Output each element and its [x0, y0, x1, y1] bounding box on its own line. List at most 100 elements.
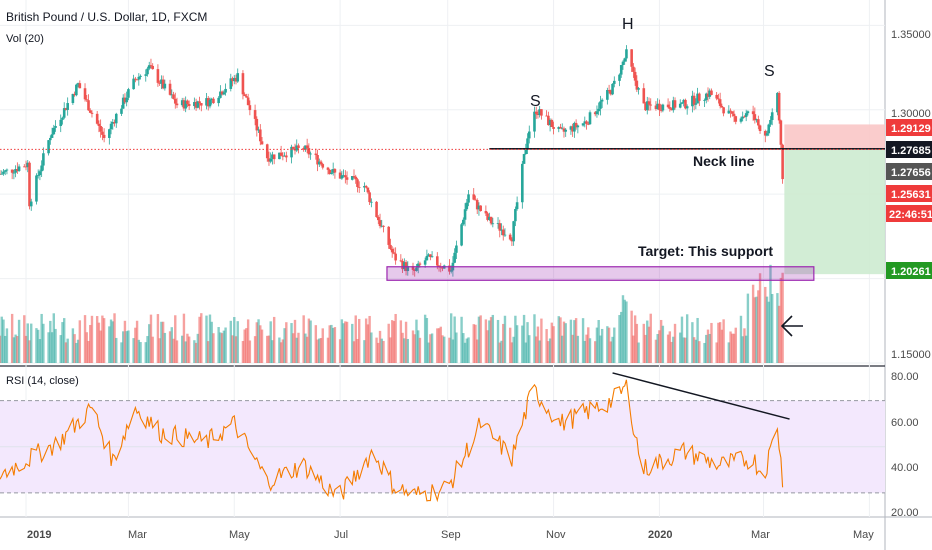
candle-body — [187, 103, 191, 107]
volume-bar — [85, 332, 88, 363]
candle-body — [342, 175, 345, 177]
candle-body — [368, 192, 371, 203]
volume-bar — [392, 321, 396, 363]
candle-body — [109, 123, 113, 130]
volume-bar — [368, 315, 371, 363]
candle-body — [708, 90, 712, 97]
candle-body — [576, 125, 580, 128]
candle-body — [453, 252, 456, 263]
volume-bar — [417, 330, 420, 363]
candle-body — [418, 263, 422, 265]
volume-bar — [705, 334, 708, 363]
candle-body — [463, 209, 467, 220]
svg-text:22:46:51: 22:46:51 — [889, 209, 932, 221]
volume-bar — [477, 316, 481, 363]
candle-body — [317, 161, 321, 165]
volume-bar — [514, 315, 517, 363]
volume-bar — [125, 331, 128, 363]
candle-body — [283, 155, 286, 157]
volume-bar — [691, 322, 694, 363]
volume-bar — [642, 323, 645, 363]
volume-bar — [606, 326, 609, 363]
drawings[interactable] — [0, 148, 885, 281]
candle-body — [491, 223, 495, 225]
volume-bar — [12, 337, 16, 363]
candle-body — [399, 260, 403, 262]
volume-bar — [437, 328, 441, 363]
candle-body — [5, 169, 9, 171]
candle-body — [338, 172, 342, 179]
candle-body — [668, 107, 672, 109]
volume-bar — [491, 314, 495, 363]
volume-bar — [342, 323, 345, 363]
time-label-jul: Jul — [334, 529, 348, 541]
volume-bar — [210, 321, 213, 363]
candle-body — [54, 126, 57, 128]
volume-bar — [528, 335, 531, 363]
candle-body — [220, 91, 224, 95]
volume-bar — [472, 324, 475, 363]
volume-bar — [744, 335, 748, 363]
candle-body — [120, 108, 123, 114]
volume-bar — [122, 331, 125, 363]
candle-body — [199, 103, 203, 106]
candle-body — [97, 123, 101, 126]
volume-bar — [71, 328, 75, 363]
time-label-mar-2019: Mar — [128, 529, 147, 541]
candle-body — [573, 122, 576, 132]
candle-body — [569, 126, 573, 130]
stop-loss-zone — [784, 124, 885, 149]
volume-bar — [729, 331, 732, 363]
arrow-left-icon[interactable] — [780, 315, 803, 337]
volume-bar — [732, 333, 736, 363]
volume-bar — [635, 323, 639, 363]
candle-body — [47, 140, 50, 154]
candle-body — [267, 158, 271, 162]
candle-body — [403, 262, 406, 270]
candle-body — [595, 111, 599, 115]
right-shoulder-label: S — [764, 63, 775, 80]
candle-body — [314, 153, 318, 156]
candle-body — [694, 103, 698, 105]
candle-body — [609, 90, 613, 95]
candle-body — [522, 154, 526, 164]
svg-text:1.27656: 1.27656 — [891, 167, 931, 179]
price-tick-1: 1.35000 — [891, 29, 931, 41]
volume-bar — [193, 340, 196, 363]
candle-body — [685, 106, 689, 109]
volume-bar — [741, 336, 744, 363]
candle-body — [777, 92, 781, 121]
candle-body — [710, 90, 713, 95]
volume-bar — [352, 341, 356, 363]
volume-bar — [465, 338, 468, 363]
time-label-2019: 2019 — [27, 529, 51, 541]
volume-bar — [356, 338, 359, 363]
volume-bar — [89, 324, 92, 363]
volume-bar — [380, 338, 383, 363]
volume-bar — [585, 334, 588, 363]
candle-body — [623, 58, 627, 62]
volume-bar — [708, 333, 711, 363]
candle-body — [757, 119, 760, 126]
rsi-tick-60: 60.00 — [891, 417, 919, 429]
volume-bar — [168, 331, 172, 363]
volume-bar — [97, 322, 101, 363]
candle-body — [269, 158, 273, 162]
candle-body — [279, 152, 283, 156]
volume-bar — [241, 340, 245, 363]
neckline-label: Neck line — [693, 153, 755, 169]
current-price-tag: 1.25631 — [886, 185, 932, 202]
volume-bar — [455, 332, 458, 363]
candle-body — [380, 225, 384, 227]
candle-body — [559, 127, 562, 129]
volume-bar — [625, 301, 628, 363]
candle-body — [135, 79, 139, 81]
volume-bar — [207, 341, 210, 363]
candle-body — [704, 93, 708, 100]
volume-bar — [10, 313, 14, 363]
volume-bar — [236, 321, 239, 363]
volume-bar — [576, 335, 580, 363]
candle-body — [114, 113, 118, 124]
candle-body — [732, 113, 736, 117]
